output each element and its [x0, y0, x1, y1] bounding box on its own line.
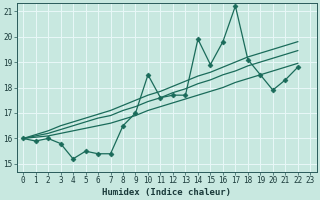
X-axis label: Humidex (Indice chaleur): Humidex (Indice chaleur) — [102, 188, 231, 197]
